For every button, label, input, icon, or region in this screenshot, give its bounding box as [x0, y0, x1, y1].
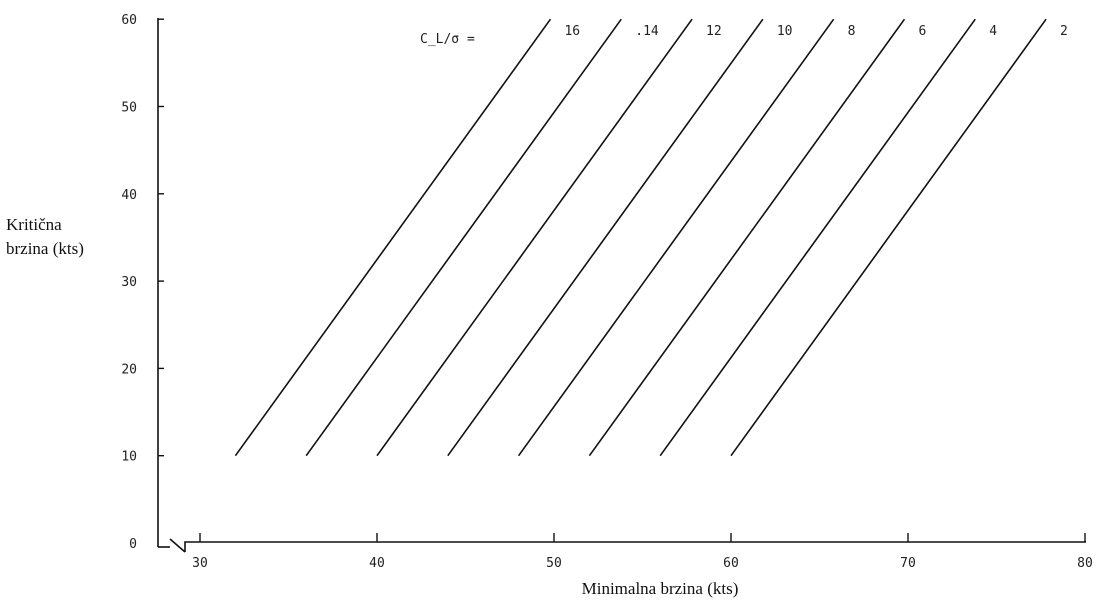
- x-ticks: 30 40 50 60 70 80: [192, 533, 1093, 571]
- series-lines: [234, 18, 1047, 457]
- series-label-1: .14: [635, 24, 659, 39]
- series-line-5: [588, 18, 906, 457]
- y-tick-label: 40: [121, 188, 137, 203]
- series-line-2: [376, 18, 693, 457]
- x-tick-label: 30: [192, 556, 208, 571]
- y-axis-title-line2: brzina (kts): [6, 239, 84, 258]
- x-tick-label: 70: [900, 556, 916, 571]
- y-axis-title-line1: Kritična: [6, 215, 62, 234]
- series-label-4: 8: [848, 24, 856, 39]
- series-labels: 16 .14 12 10 8 6 4 2: [564, 24, 1067, 39]
- series-label-2: 12: [706, 24, 722, 39]
- x-tick-label: 80: [1077, 556, 1093, 571]
- series-line-6: [659, 18, 976, 457]
- y-ticks: 0 10 20 30 40 50 60: [121, 13, 164, 552]
- series-line-7: [730, 18, 1047, 457]
- series-line-3: [447, 18, 764, 457]
- y-tick-label: 50: [121, 101, 137, 116]
- y-tick-label: 60: [121, 13, 137, 28]
- series-label-7: 2: [1060, 24, 1068, 39]
- y-tick-label: 10: [121, 450, 137, 465]
- x-axis-line: [184, 541, 1086, 552]
- x-tick-label: 60: [723, 556, 739, 571]
- y-tick-label: 0: [129, 537, 137, 552]
- axes: [157, 18, 1086, 553]
- series-label-5: 6: [918, 24, 926, 39]
- axis-break-mark: [169, 538, 186, 553]
- legend-prefix: C_L/σ =: [420, 32, 475, 47]
- x-tick-label: 50: [546, 556, 562, 571]
- series-line-0: [234, 18, 552, 457]
- x-tick-label: 40: [369, 556, 385, 571]
- series-label-3: 10: [777, 24, 793, 39]
- y-tick-label: 20: [121, 362, 137, 377]
- series-line-4: [517, 18, 835, 457]
- x-axis-title: Minimalna brzina (kts): [582, 579, 739, 598]
- y-tick-label: 30: [121, 275, 137, 290]
- series-label-0: 16: [564, 24, 580, 39]
- series-label-6: 4: [989, 24, 997, 39]
- series-line-1: [305, 18, 622, 457]
